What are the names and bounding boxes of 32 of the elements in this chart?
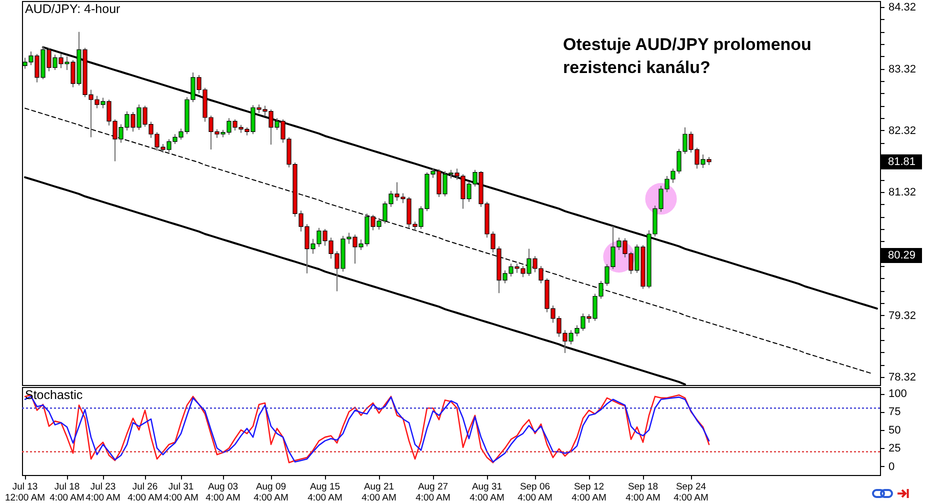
x-tick-label: Aug 21 4:00 AM (362, 482, 397, 503)
y-tick-label: 0 (888, 460, 895, 473)
x-tick-label: Jul 13 12:00 AM (4, 482, 46, 503)
y-tick-label: 83.32 (888, 63, 916, 76)
line-series (24, 108, 872, 374)
x-tick-label: Jul 18 4:00 AM (50, 482, 85, 503)
x-tick-label: Jul 23 4:00 AM (86, 482, 121, 503)
ref-line-label: 80.29 (888, 250, 916, 262)
y-tick-label: 25 (888, 442, 901, 455)
x-tick-label: Jul 26 4:00 AM (128, 482, 163, 503)
y-tick-label: 75 (888, 406, 901, 418)
y-tick-label: 50 (888, 424, 901, 436)
x-tick-label: Sep 12 4:00 AM (572, 482, 607, 503)
x-tick-label: Aug 03 4:00 AM (206, 482, 241, 503)
annotation: Otestuje AUD/JPY prolomenou rezistenci kanálu? (563, 35, 812, 77)
x-tick-label: Aug 15 4:00 AM (308, 482, 343, 503)
y-tick-label: 79.32 (888, 310, 916, 322)
x-tick-label: Sep 24 4:00 AM (674, 482, 709, 503)
ref-line-label: 81.81 (888, 156, 916, 168)
x-tick-label: Jul 31 4:00 AM (164, 482, 199, 503)
y-tick-label: 78.32 (888, 371, 916, 384)
y-tick-label: 82.32 (888, 124, 916, 137)
y-tick-label: 81.32 (888, 186, 916, 199)
x-tick-label: Aug 27 4:00 AM (416, 482, 451, 503)
chart-title: Stochastic (25, 388, 83, 402)
x-tick-label: Aug 09 4:00 AM (254, 482, 289, 503)
x-tick-label: Sep 06 4:00 AM (518, 482, 553, 503)
y-tick-label: 100 (888, 388, 907, 400)
y-tick-label: 84.32 (888, 2, 916, 14)
x-tick-label: Aug 31 4:00 AM (470, 482, 505, 503)
x-tick-label: Sep 18 4:00 AM (626, 482, 661, 503)
chart-title: AUD/JPY: 4-hour (25, 2, 120, 16)
